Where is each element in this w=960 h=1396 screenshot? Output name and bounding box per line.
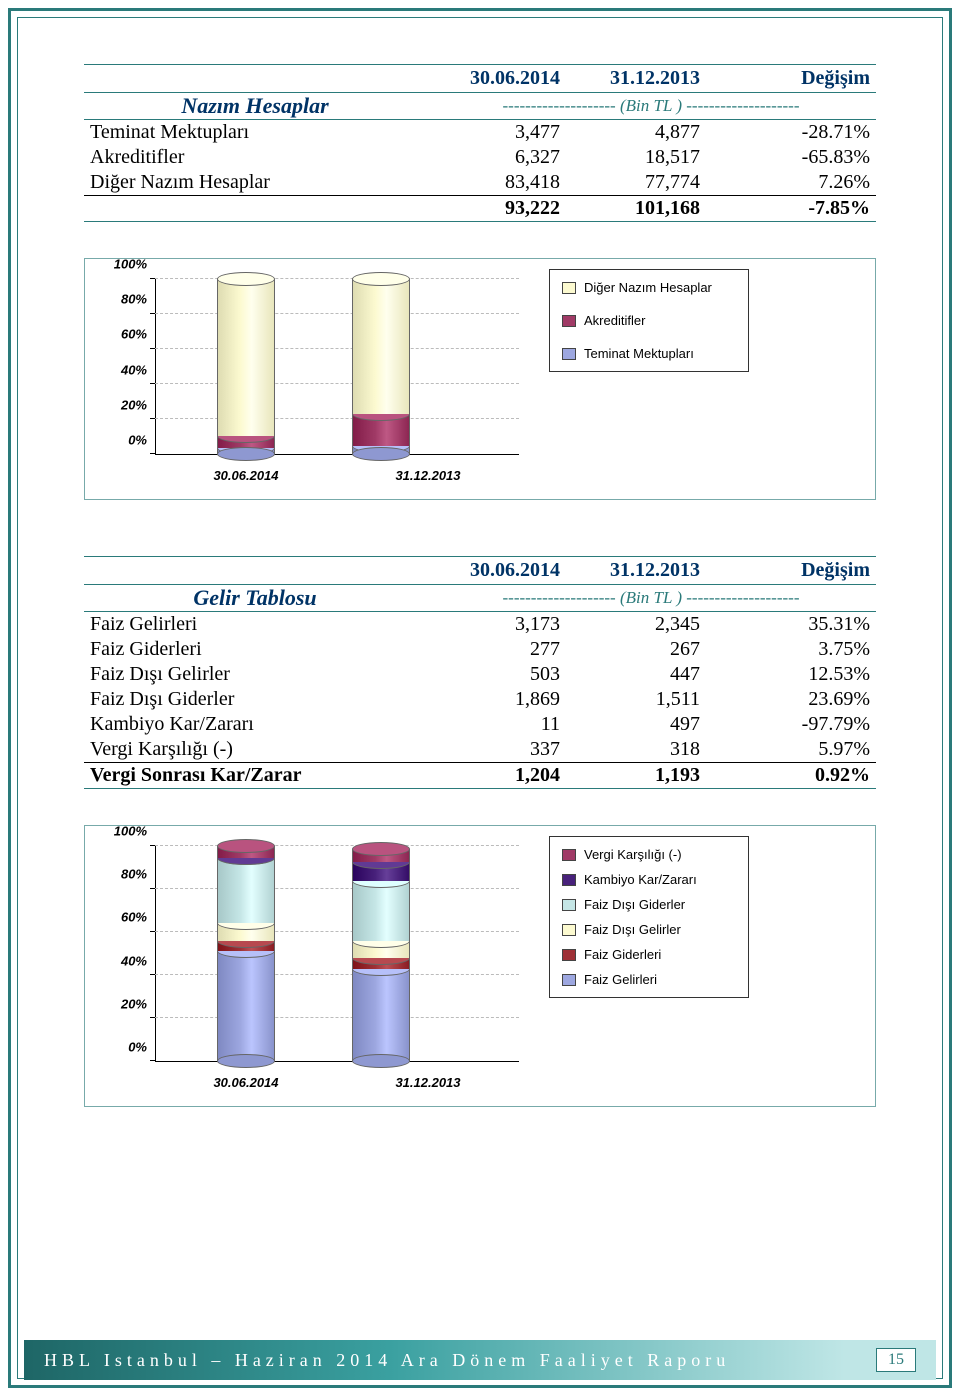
page-number: 15 xyxy=(876,1348,916,1372)
legend-swatch xyxy=(562,974,576,986)
y-axis: 0%20%40%60%80%100% xyxy=(99,846,151,1062)
plot-region xyxy=(155,279,519,455)
y-tick-label: 20% xyxy=(121,397,147,412)
unit-label: -------------------- (Bin TL ) ---------… xyxy=(426,93,876,120)
y-tick-label: 80% xyxy=(121,292,147,307)
page-footer: HBL Istanbul – Haziran 2014 Ara Dönem Fa… xyxy=(24,1340,936,1380)
table-header-row: 30.06.2014 31.12.2013 Değişim xyxy=(84,557,876,585)
x-tick-label: 30.06.2014 xyxy=(155,468,337,483)
table-row: Kambiyo Kar/Zararı11497-97.79% xyxy=(84,712,876,737)
legend-label: Faiz Dışı Giderler xyxy=(584,897,685,912)
y-axis: 0%20%40%60%80%100% xyxy=(99,279,151,455)
legend-label: Diğer Nazım Hesaplar xyxy=(584,280,712,295)
chart-segment xyxy=(352,969,410,1061)
legend-swatch xyxy=(562,282,576,294)
legend-item: Faiz Dışı Giderler xyxy=(562,897,736,912)
x-axis: 30.06.201431.12.2013 xyxy=(155,1075,519,1090)
x-tick-label: 31.12.2013 xyxy=(337,468,519,483)
y-tick-label: 40% xyxy=(121,362,147,377)
table-row: Akreditifler6,32718,517-65.83% xyxy=(84,145,876,170)
chart-cylinder xyxy=(352,279,410,454)
y-tick-label: 100% xyxy=(114,257,147,272)
legend-label: Faiz Gelirleri xyxy=(584,972,657,987)
y-tick-label: 60% xyxy=(121,910,147,925)
table-row: Faiz Gelirleri3,1732,34535.31% xyxy=(84,612,876,638)
table-row: Teminat Mektupları3,4774,877-28.71% xyxy=(84,120,876,146)
nazim-hesaplar-chart: 0%20%40%60%80%100% 30.06.201431.12.2013 … xyxy=(84,258,876,500)
chart-segment xyxy=(217,951,275,1062)
chart-segment xyxy=(352,882,410,941)
legend-label: Teminat Mektupları xyxy=(584,346,694,361)
table-row: Faiz Giderleri2772673.75% xyxy=(84,637,876,662)
col-change: Değişim xyxy=(706,557,876,585)
legend-label: Akreditifler xyxy=(584,313,645,328)
legend-item: Faiz Dışı Gelirler xyxy=(562,922,736,937)
table-row: Vergi Karşılığı (-)3373185.97% xyxy=(84,737,876,763)
table-row: Faiz Dışı Gelirler50344712.53% xyxy=(84,662,876,687)
chart-segment xyxy=(352,279,410,414)
chart-legend: Diğer Nazım Hesaplar Akreditifler Teminat … xyxy=(549,269,749,372)
table-header-row: 30.06.2014 31.12.2013 Değişim xyxy=(84,65,876,93)
legend-item: Kambiyo Kar/Zararı xyxy=(562,872,736,887)
legend-swatch xyxy=(562,849,576,861)
y-tick-label: 100% xyxy=(114,824,147,839)
y-tick-label: 20% xyxy=(121,996,147,1011)
legend-item: Faiz Giderleri xyxy=(562,947,736,962)
legend-label: Kambiyo Kar/Zararı xyxy=(584,872,697,887)
plot-region xyxy=(155,846,519,1062)
y-tick-label: 60% xyxy=(121,327,147,342)
legend-item: Faiz Gelirleri xyxy=(562,972,736,987)
chart-cylinder xyxy=(217,279,275,454)
table-subheader: Nazım Hesaplar -------------------- (Bin… xyxy=(84,93,876,120)
x-tick-label: 30.06.2014 xyxy=(155,1075,337,1090)
chart-segment xyxy=(217,279,275,436)
table-row: Faiz Dışı Giderler1,8691,51123.69% xyxy=(84,687,876,712)
table-title: Gelir Tablosu xyxy=(84,585,426,612)
legend-label: Faiz Dışı Gelirler xyxy=(584,922,681,937)
chart-segment xyxy=(217,858,275,923)
y-tick-label: 0% xyxy=(128,433,147,448)
y-tick-label: 0% xyxy=(128,1040,147,1055)
legend-label: Faiz Giderleri xyxy=(584,947,661,962)
legend-swatch xyxy=(562,348,576,360)
y-tick-label: 40% xyxy=(121,953,147,968)
legend-swatch xyxy=(562,315,576,327)
chart-cylinder xyxy=(217,846,275,1061)
legend-swatch xyxy=(562,949,576,961)
legend-item: Vergi Karşılığı (-) xyxy=(562,847,736,862)
legend-item: Teminat Mektupları xyxy=(562,346,736,361)
col-date2: 31.12.2013 xyxy=(566,557,706,585)
chart-plot-area: 0%20%40%60%80%100% 30.06.201431.12.2013 xyxy=(99,836,519,1096)
table-total-row: Vergi Sonrası Kar/Zarar1,2041,1930.92% xyxy=(84,763,876,789)
chart-legend: Vergi Karşılığı (-) Kambiyo Kar/Zararı Fai… xyxy=(549,836,749,998)
chart-cylinder xyxy=(352,846,410,1061)
col-date1: 30.06.2014 xyxy=(426,65,566,93)
col-date1: 30.06.2014 xyxy=(426,557,566,585)
col-change: Değişim xyxy=(706,65,876,93)
y-tick-label: 80% xyxy=(121,867,147,882)
legend-label: Vergi Karşılığı (-) xyxy=(584,847,682,862)
legend-item: Akreditifler xyxy=(562,313,736,328)
legend-swatch xyxy=(562,899,576,911)
table-total-row: 93,222101,168-7.85% xyxy=(84,196,876,222)
col-date2: 31.12.2013 xyxy=(566,65,706,93)
legend-item: Diğer Nazım Hesaplar xyxy=(562,280,736,295)
x-tick-label: 31.12.2013 xyxy=(337,1075,519,1090)
table-subheader: Gelir Tablosu -------------------- (Bin … xyxy=(84,585,876,612)
gelir-tablosu-chart: 0%20%40%60%80%100% 30.06.201431.12.2013 … xyxy=(84,825,876,1107)
page-content: 30.06.2014 31.12.2013 Değişim Nazım Hesa… xyxy=(24,24,936,1372)
footer-text: HBL Istanbul – Haziran 2014 Ara Dönem Fa… xyxy=(44,1350,730,1371)
x-axis: 30.06.201431.12.2013 xyxy=(155,468,519,483)
nazim-hesaplar-table: 30.06.2014 31.12.2013 Değişim Nazım Hesa… xyxy=(84,64,876,222)
table-title: Nazım Hesaplar xyxy=(84,93,426,120)
table-row: Diğer Nazım Hesaplar83,41877,7747.26% xyxy=(84,170,876,196)
gelir-tablosu-table: 30.06.2014 31.12.2013 Değişim Gelir Tabl… xyxy=(84,556,876,789)
unit-label: -------------------- (Bin TL ) ---------… xyxy=(426,585,876,612)
chart-plot-area: 0%20%40%60%80%100% 30.06.201431.12.2013 xyxy=(99,269,519,489)
legend-swatch xyxy=(562,874,576,886)
legend-swatch xyxy=(562,924,576,936)
